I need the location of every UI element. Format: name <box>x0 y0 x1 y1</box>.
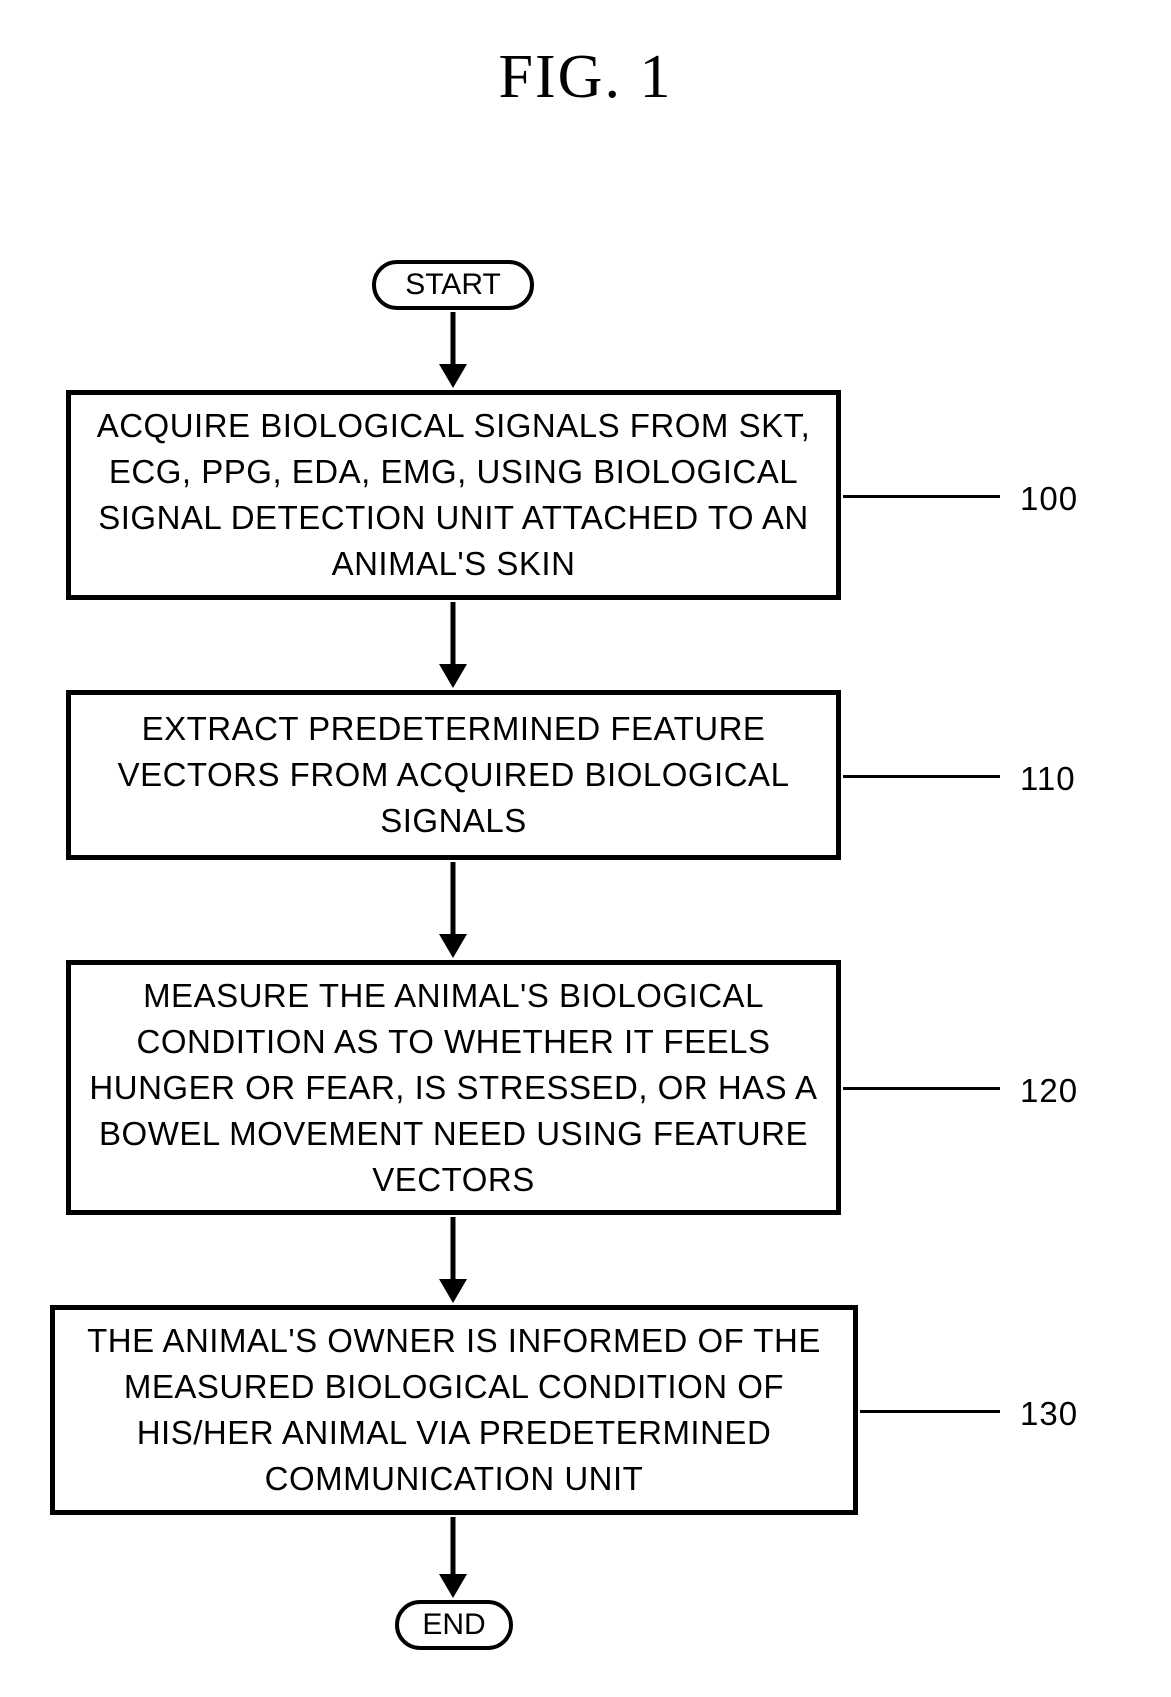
ref-tie-line <box>843 775 1000 778</box>
flow-step-110: EXTRACT PREDETERMINED FEATURE VECTORS FR… <box>66 690 841 860</box>
flow-arrowhead <box>439 1279 467 1303</box>
flow-arrowhead <box>439 1574 467 1598</box>
flow-step-text: MEASURE THE ANIMAL'S BIOLOGICAL CONDITIO… <box>89 973 818 1203</box>
flow-arrowhead <box>439 664 467 688</box>
ref-tie-line <box>843 1087 1000 1090</box>
ref-tie-line <box>843 495 1000 498</box>
flow-step-130: THE ANIMAL'S OWNER IS INFORMED OF THE ME… <box>50 1305 858 1515</box>
ref-number-120: 120 <box>1020 1072 1078 1110</box>
ref-tie-line <box>860 1410 1000 1413</box>
terminal-start: START <box>372 260 534 310</box>
flow-arrowhead <box>439 364 467 388</box>
terminal-end: END <box>395 1600 513 1650</box>
flow-step-100: ACQUIRE BIOLOGICAL SIGNALS FROM SKT, ECG… <box>66 390 841 600</box>
flow-arrowhead <box>439 934 467 958</box>
page: FIG. 1 START ACQUIRE BIOLOGICAL SIGNALS … <box>0 0 1171 1697</box>
figure-title: FIG. 1 <box>0 42 1171 113</box>
flow-step-120: MEASURE THE ANIMAL'S BIOLOGICAL CONDITIO… <box>66 960 841 1215</box>
ref-number-110: 110 <box>1020 760 1076 798</box>
flow-step-text: EXTRACT PREDETERMINED FEATURE VECTORS FR… <box>89 706 818 844</box>
ref-number-130: 130 <box>1020 1395 1078 1433</box>
flow-step-text: ACQUIRE BIOLOGICAL SIGNALS FROM SKT, ECG… <box>89 403 818 587</box>
flow-step-text: THE ANIMAL'S OWNER IS INFORMED OF THE ME… <box>73 1318 835 1502</box>
ref-number-100: 100 <box>1020 480 1078 518</box>
